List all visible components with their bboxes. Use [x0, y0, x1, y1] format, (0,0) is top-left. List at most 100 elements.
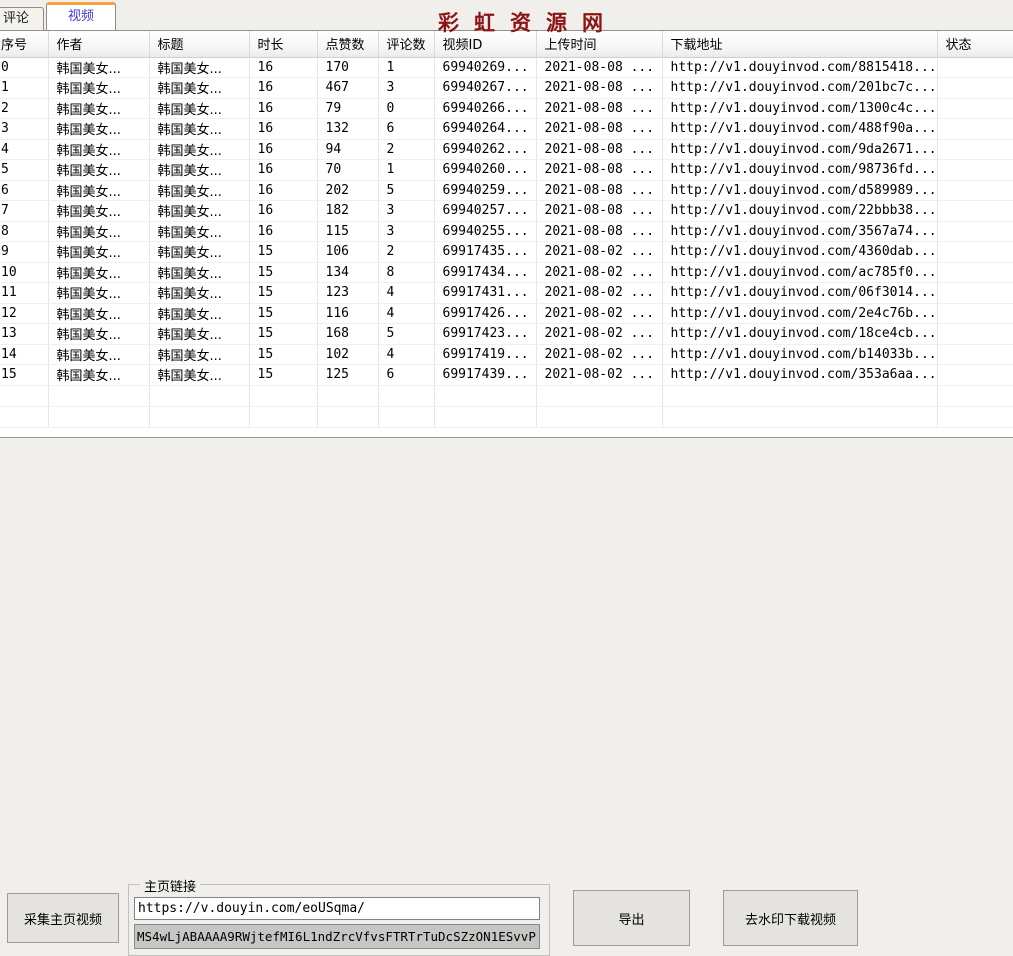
cell-likes: 202	[317, 180, 379, 201]
cell-duration: 15	[249, 241, 318, 263]
cell-likes: 182	[317, 200, 379, 222]
cell-author: 韩国美女...	[48, 159, 150, 181]
cell-index: 7	[0, 200, 49, 222]
col-header-duration[interactable]: 时长	[249, 31, 318, 58]
cell-likes: 116	[317, 303, 379, 324]
table-row[interactable]: 12 韩国美女... 韩国美女... 15 116 4 69917426... …	[0, 303, 1013, 324]
col-header-video-id[interactable]: 视频ID	[434, 31, 537, 58]
table-row[interactable]: 6 韩国美女... 韩国美女... 16 202 5 69940259... 2…	[0, 180, 1013, 201]
cell-status	[937, 303, 1013, 324]
cell-status	[937, 406, 1013, 428]
col-header-status[interactable]: 状态	[937, 31, 1013, 58]
cell-duration: 16	[249, 98, 318, 119]
cell-video-id: 69940257...	[434, 200, 537, 222]
cell-upload-time: 2021-08-02 ...	[536, 344, 663, 365]
export-button[interactable]: 导出	[573, 890, 690, 946]
cell-author: 韩国美女...	[48, 364, 150, 386]
table-row[interactable]: 7 韩国美女... 韩国美女... 16 182 3 69940257... 2…	[0, 200, 1013, 222]
col-header-author[interactable]: 作者	[48, 31, 150, 58]
cell-upload-time	[536, 406, 663, 428]
cell-video-id	[434, 385, 537, 407]
cell-comments: 3	[378, 200, 435, 222]
cell-status	[937, 385, 1013, 407]
cell-title: 韩国美女...	[149, 98, 250, 119]
cell-likes: 132	[317, 118, 379, 140]
cell-video-id: 69940264...	[434, 118, 537, 140]
cell-upload-time: 2021-08-02 ...	[536, 262, 663, 283]
sec-uid-input[interactable]	[134, 924, 540, 949]
cell-author: 韩国美女...	[48, 323, 150, 345]
table-row[interactable]: 1 韩国美女... 韩国美女... 16 467 3 69940267... 2…	[0, 77, 1013, 99]
table-row[interactable]: 2 韩国美女... 韩国美女... 16 79 0 69940266... 20…	[0, 98, 1013, 119]
table-row[interactable]: 13 韩国美女... 韩国美女... 15 168 5 69917423... …	[0, 323, 1013, 345]
cell-status	[937, 282, 1013, 304]
table-row[interactable]: 4 韩国美女... 韩国美女... 16 94 2 69940262... 20…	[0, 139, 1013, 160]
cell-status	[937, 221, 1013, 242]
cell-title	[149, 385, 250, 407]
cell-likes: 467	[317, 77, 379, 99]
cell-index: 4	[0, 139, 49, 160]
cell-index: 5	[0, 159, 49, 181]
col-header-index[interactable]: 序号	[0, 31, 49, 58]
cell-author: 韩国美女...	[48, 200, 150, 222]
col-header-upload-time[interactable]: 上传时间	[536, 31, 663, 58]
cell-download-url: http://v1.douyinvod.com/353a6aa...	[662, 364, 938, 386]
table-row[interactable]: 9 韩国美女... 韩国美女... 15 106 2 69917435... 2…	[0, 241, 1013, 263]
cell-title: 韩国美女...	[149, 323, 250, 345]
cell-status	[937, 262, 1013, 283]
table-row[interactable]: 3 韩国美女... 韩国美女... 16 132 6 69940264... 2…	[0, 118, 1013, 140]
cell-upload-time	[536, 385, 663, 407]
cell-status	[937, 98, 1013, 119]
cell-download-url: http://v1.douyinvod.com/22bbb38...	[662, 200, 938, 222]
remove-watermark-download-button[interactable]: 去水印下载视频	[723, 890, 858, 946]
tab-comments[interactable]: 评论	[0, 7, 44, 30]
cell-author: 韩国美女...	[48, 77, 150, 99]
cell-title: 韩国美女...	[149, 57, 250, 78]
cell-author: 韩国美女...	[48, 180, 150, 201]
cell-title: 韩国美女...	[149, 139, 250, 160]
table-row[interactable]: 10 韩国美女... 韩国美女... 15 134 8 69917434... …	[0, 262, 1013, 283]
cell-title: 韩国美女...	[149, 241, 250, 263]
cell-comments: 2	[378, 139, 435, 160]
collect-homepage-videos-button[interactable]: 采集主页视频	[7, 893, 119, 943]
col-header-comments[interactable]: 评论数	[378, 31, 435, 58]
cell-index: 6	[0, 180, 49, 201]
cell-duration: 16	[249, 57, 318, 78]
cell-likes: 123	[317, 282, 379, 304]
cell-likes: 170	[317, 57, 379, 78]
cell-comments: 6	[378, 118, 435, 140]
tab-videos[interactable]: 视频	[46, 2, 116, 30]
table-row[interactable]: 0 韩国美女... 韩国美女... 16 170 1 69940269... 2…	[0, 57, 1013, 78]
col-header-download-url[interactable]: 下载地址	[662, 31, 938, 58]
cell-comments: 3	[378, 77, 435, 99]
table-row[interactable]: 15 韩国美女... 韩国美女... 15 125 6 69917439... …	[0, 364, 1013, 386]
cell-upload-time: 2021-08-08 ...	[536, 159, 663, 181]
table-row	[0, 406, 1013, 428]
cell-status	[937, 57, 1013, 78]
table-row[interactable]: 5 韩国美女... 韩国美女... 16 70 1 69940260... 20…	[0, 159, 1013, 181]
cell-download-url: http://v1.douyinvod.com/8815418...	[662, 57, 938, 78]
cell-index: 1	[0, 77, 49, 99]
table-row[interactable]: 8 韩国美女... 韩国美女... 16 115 3 69940255... 2…	[0, 221, 1013, 242]
cell-index: 15	[0, 364, 49, 386]
cell-author: 韩国美女...	[48, 98, 150, 119]
table-row[interactable]: 14 韩国美女... 韩国美女... 15 102 4 69917419... …	[0, 344, 1013, 365]
cell-duration: 15	[249, 282, 318, 304]
col-header-title[interactable]: 标题	[149, 31, 250, 58]
table-row	[0, 385, 1013, 407]
cell-index: 9	[0, 241, 49, 263]
home-link-input[interactable]	[134, 897, 540, 920]
cell-likes	[317, 406, 379, 428]
cell-author: 韩国美女...	[48, 241, 150, 263]
col-header-likes[interactable]: 点赞数	[317, 31, 379, 58]
cell-download-url: http://v1.douyinvod.com/ac785f0...	[662, 262, 938, 283]
cell-status	[937, 180, 1013, 201]
cell-likes: 70	[317, 159, 379, 181]
cell-video-id: 69940259...	[434, 180, 537, 201]
table-row[interactable]: 11 韩国美女... 韩国美女... 15 123 4 69917431... …	[0, 282, 1013, 304]
cell-upload-time: 2021-08-08 ...	[536, 118, 663, 140]
cell-duration	[249, 406, 318, 428]
cell-comments: 4	[378, 303, 435, 324]
cell-author: 韩国美女...	[48, 344, 150, 365]
footer-panel: 采集主页视频 主页链接 导出 去水印下载视频	[0, 437, 1013, 956]
